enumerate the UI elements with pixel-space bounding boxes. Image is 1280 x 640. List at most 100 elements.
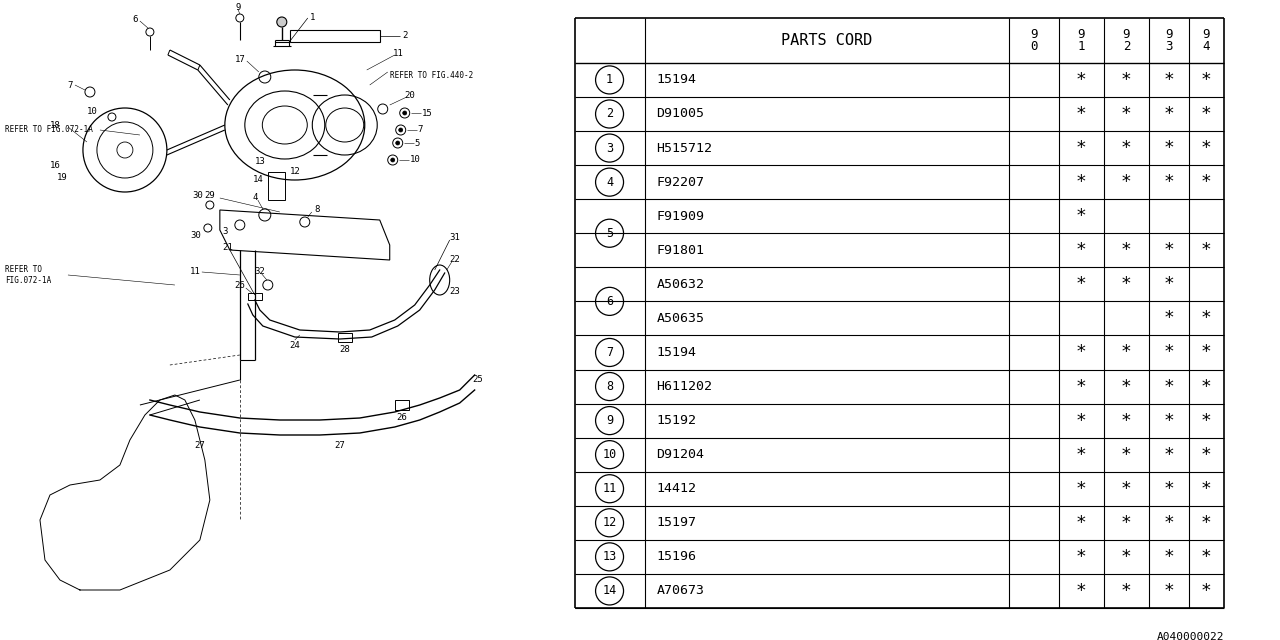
Text: 17: 17 bbox=[234, 56, 246, 65]
Text: *: * bbox=[1201, 241, 1212, 259]
Text: *: * bbox=[1076, 139, 1087, 157]
Text: *: * bbox=[1076, 412, 1087, 429]
Text: *: * bbox=[1201, 582, 1212, 600]
Text: *: * bbox=[1076, 105, 1087, 123]
Text: 26: 26 bbox=[397, 413, 407, 422]
Text: F92207: F92207 bbox=[657, 175, 704, 189]
Text: 9: 9 bbox=[1030, 28, 1038, 41]
Circle shape bbox=[403, 111, 407, 115]
Text: *: * bbox=[1164, 139, 1174, 157]
Text: *: * bbox=[1121, 548, 1132, 566]
Text: 4: 4 bbox=[252, 193, 257, 202]
Text: *: * bbox=[1076, 582, 1087, 600]
Text: 10: 10 bbox=[410, 156, 420, 164]
Text: REFER TO FIG.440-2: REFER TO FIG.440-2 bbox=[389, 70, 474, 79]
Text: 2: 2 bbox=[605, 108, 613, 120]
Circle shape bbox=[399, 128, 403, 132]
Text: F91909: F91909 bbox=[657, 210, 704, 223]
Text: 16: 16 bbox=[50, 161, 60, 170]
Text: 23: 23 bbox=[449, 287, 460, 296]
Text: 12: 12 bbox=[289, 168, 301, 177]
Text: 6: 6 bbox=[132, 15, 137, 24]
Text: *: * bbox=[1201, 480, 1212, 498]
Text: 4: 4 bbox=[1203, 40, 1210, 53]
Text: 2: 2 bbox=[402, 31, 407, 40]
Text: 31: 31 bbox=[449, 232, 460, 241]
Text: *: * bbox=[1201, 378, 1212, 396]
Text: 18: 18 bbox=[50, 120, 60, 129]
Text: 11: 11 bbox=[393, 49, 404, 58]
Text: 11: 11 bbox=[189, 268, 200, 276]
Text: 1: 1 bbox=[605, 74, 613, 86]
Text: *: * bbox=[1164, 241, 1174, 259]
Text: *: * bbox=[1164, 71, 1174, 89]
Text: 9: 9 bbox=[1203, 28, 1210, 41]
Text: *: * bbox=[1121, 241, 1132, 259]
Text: 7: 7 bbox=[605, 346, 613, 359]
Text: *: * bbox=[1121, 480, 1132, 498]
Text: *: * bbox=[1201, 71, 1212, 89]
Text: 15192: 15192 bbox=[657, 414, 696, 427]
Text: 15197: 15197 bbox=[657, 516, 696, 529]
Text: 32: 32 bbox=[255, 268, 265, 276]
Text: 7: 7 bbox=[68, 81, 73, 90]
Text: *: * bbox=[1201, 173, 1212, 191]
Text: A50632: A50632 bbox=[657, 278, 704, 291]
Text: *: * bbox=[1076, 445, 1087, 463]
Text: *: * bbox=[1164, 548, 1174, 566]
Text: H611202: H611202 bbox=[657, 380, 713, 393]
Text: 3: 3 bbox=[223, 227, 228, 237]
Text: 24: 24 bbox=[289, 340, 301, 349]
Text: *: * bbox=[1076, 344, 1087, 362]
Text: 5: 5 bbox=[605, 227, 613, 240]
Text: *: * bbox=[1121, 71, 1132, 89]
Text: 15196: 15196 bbox=[657, 550, 696, 563]
Text: 10: 10 bbox=[603, 448, 617, 461]
Text: 9: 9 bbox=[1123, 28, 1130, 41]
Text: 1: 1 bbox=[1078, 40, 1085, 53]
Text: *: * bbox=[1121, 445, 1132, 463]
Text: A70673: A70673 bbox=[657, 584, 704, 597]
Text: *: * bbox=[1121, 582, 1132, 600]
Text: *: * bbox=[1164, 582, 1174, 600]
Text: *: * bbox=[1201, 548, 1212, 566]
Circle shape bbox=[390, 158, 394, 162]
Text: 11: 11 bbox=[603, 482, 617, 495]
Text: 3: 3 bbox=[605, 141, 613, 155]
Text: *: * bbox=[1164, 344, 1174, 362]
Text: 9: 9 bbox=[236, 3, 241, 13]
Text: REFER TO FIG.072-1A: REFER TO FIG.072-1A bbox=[5, 125, 93, 134]
Text: 15194: 15194 bbox=[657, 346, 696, 359]
Text: *: * bbox=[1121, 139, 1132, 157]
Text: 5: 5 bbox=[415, 138, 420, 147]
Text: *: * bbox=[1121, 275, 1132, 293]
Text: 1: 1 bbox=[310, 13, 315, 22]
Circle shape bbox=[276, 17, 287, 27]
Text: *: * bbox=[1201, 139, 1212, 157]
Text: 13: 13 bbox=[603, 550, 617, 563]
Text: *: * bbox=[1076, 548, 1087, 566]
Text: 7: 7 bbox=[417, 125, 424, 134]
Text: 9: 9 bbox=[1078, 28, 1085, 41]
Text: *: * bbox=[1164, 514, 1174, 532]
Text: *: * bbox=[1164, 173, 1174, 191]
Text: 19: 19 bbox=[56, 173, 68, 182]
Text: *: * bbox=[1201, 412, 1212, 429]
Text: 28: 28 bbox=[339, 346, 351, 355]
Text: *: * bbox=[1201, 309, 1212, 328]
Text: *: * bbox=[1201, 445, 1212, 463]
Text: *: * bbox=[1121, 378, 1132, 396]
Text: *: * bbox=[1164, 378, 1174, 396]
Text: *: * bbox=[1201, 344, 1212, 362]
Text: 6: 6 bbox=[605, 295, 613, 308]
Text: 9: 9 bbox=[605, 414, 613, 427]
Text: *: * bbox=[1076, 275, 1087, 293]
Text: 30: 30 bbox=[191, 230, 201, 239]
Text: *: * bbox=[1076, 241, 1087, 259]
Text: 14: 14 bbox=[252, 175, 264, 184]
Text: 21: 21 bbox=[223, 243, 233, 252]
Text: *: * bbox=[1164, 480, 1174, 498]
Text: H515712: H515712 bbox=[657, 141, 713, 155]
Text: *: * bbox=[1164, 275, 1174, 293]
Text: 29: 29 bbox=[204, 191, 215, 200]
